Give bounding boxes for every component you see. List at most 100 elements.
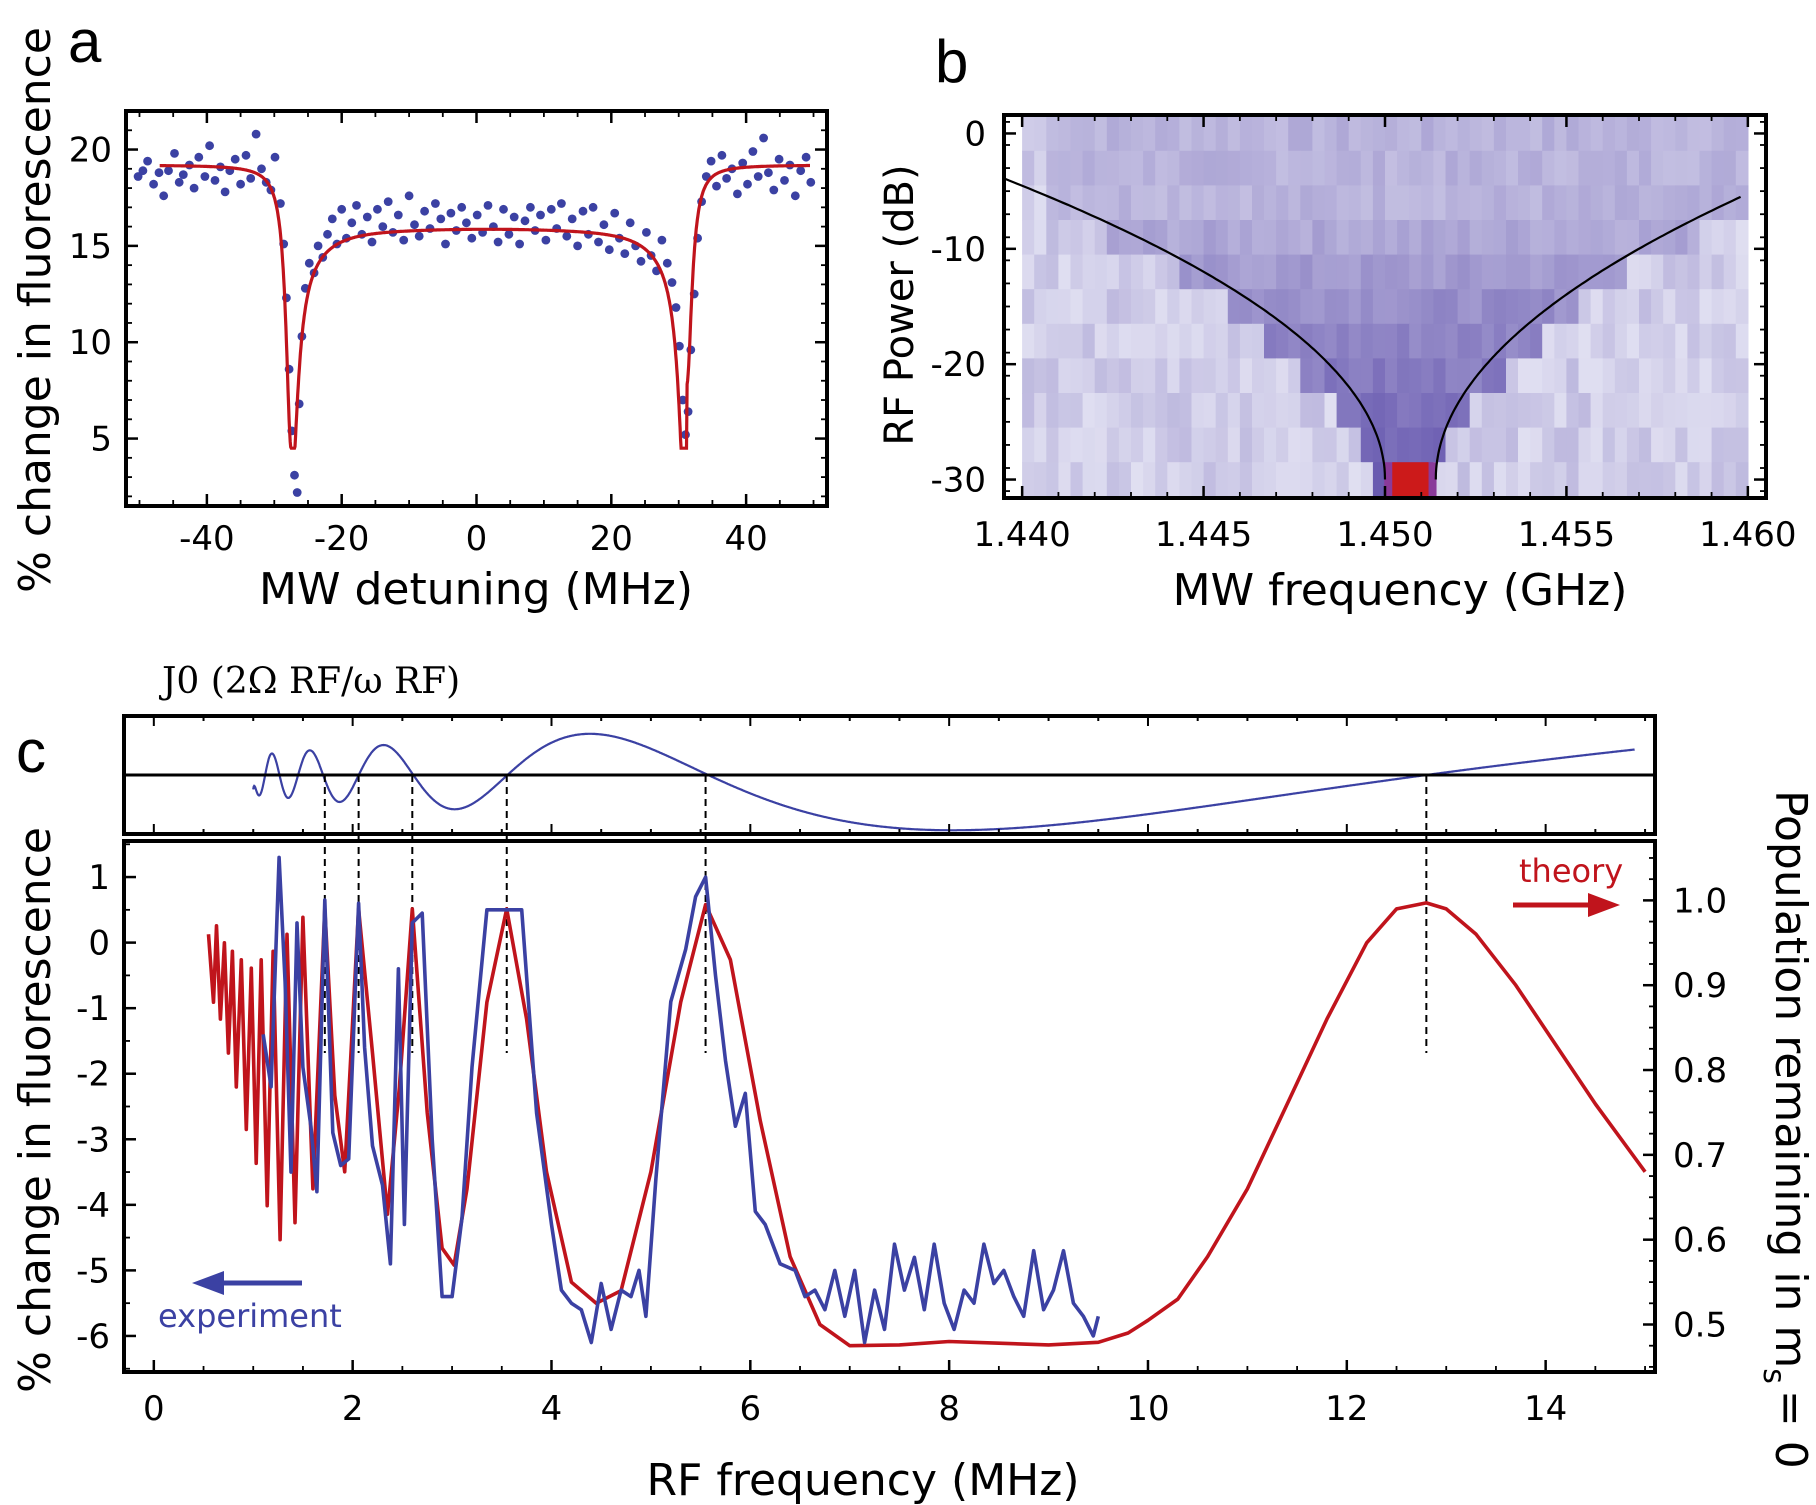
heatmap-cell	[1155, 462, 1168, 498]
heatmap-cell	[1360, 150, 1374, 186]
heatmap-cell	[1179, 116, 1193, 152]
heatmap-cell	[1082, 220, 1096, 256]
heatmap-cell	[1070, 289, 1084, 325]
heatmap-cell	[1022, 358, 1035, 394]
heatmap-cell	[1264, 462, 1277, 498]
heatmap-cell	[1723, 358, 1737, 394]
scatter-point	[149, 179, 159, 189]
heatmap-cell	[1530, 185, 1543, 221]
heatmap-cell	[1336, 254, 1350, 290]
x-tick-label: 14	[1524, 1389, 1567, 1429]
heatmap-cell	[1578, 116, 1592, 152]
heatmap-cell	[1518, 150, 1531, 186]
scatter-point	[159, 191, 169, 201]
heatmap-cell	[1675, 289, 1688, 325]
heatmap-cell	[1372, 185, 1386, 221]
scatter-point	[178, 170, 188, 180]
heatmap-cell	[1215, 116, 1229, 152]
heatmap-cell	[1554, 150, 1567, 186]
y-tick-label: 5	[90, 420, 112, 460]
heatmap-cell	[1288, 427, 1301, 463]
heatmap-cell	[1336, 427, 1350, 463]
heatmap-cell	[1372, 116, 1386, 152]
heatmap-cell	[1022, 323, 1035, 359]
heatmap-cell	[1445, 462, 1459, 498]
heatmap-cell	[1639, 462, 1652, 498]
heatmap-cell	[1312, 220, 1326, 256]
heatmap-cell	[1614, 116, 1628, 152]
heatmap-cell	[1711, 254, 1725, 290]
heatmap-cell	[1723, 393, 1737, 429]
scatter-point	[431, 199, 440, 208]
y-tick-label: -4	[76, 1186, 110, 1226]
heatmap-cell	[1082, 427, 1096, 463]
scatter-point	[404, 191, 414, 201]
heatmap-cell	[1493, 289, 1507, 325]
heatmap-cell	[1445, 116, 1459, 152]
heatmap-cell	[1687, 393, 1701, 429]
heatmap-cell	[1372, 289, 1386, 325]
heatmap-cell	[1602, 254, 1616, 290]
heatmap-cell	[1324, 116, 1338, 152]
heatmap-cell	[1239, 116, 1253, 152]
heatmap-cell	[1675, 323, 1688, 359]
heatmap-cell	[1324, 323, 1338, 359]
heatmap-cell	[1651, 289, 1664, 325]
scatter-point	[383, 197, 393, 207]
heatmap-cell	[1324, 358, 1338, 394]
heatmap-cell	[1264, 185, 1277, 221]
heatmap-cell	[1735, 254, 1749, 290]
y-tick-label: 10	[69, 323, 112, 363]
heatmap-cell	[1409, 427, 1422, 463]
heatmap-cell	[1276, 220, 1289, 256]
heatmap-cell	[1239, 462, 1253, 498]
heatmap-cell	[1639, 150, 1652, 186]
heatmap-cell	[1590, 289, 1604, 325]
heatmap-cell	[1639, 116, 1652, 152]
heatmap-cell	[1469, 185, 1483, 221]
heatmap-cell	[1433, 393, 1447, 429]
heatmap-cell	[1143, 220, 1156, 256]
bessel-ticks	[152, 716, 1647, 834]
heatmap-cell	[1312, 116, 1326, 152]
heatmap-cell	[1215, 185, 1229, 221]
heatmap-cell	[1518, 427, 1531, 463]
scatter-point	[675, 341, 684, 351]
heatmap-cell	[1348, 323, 1362, 359]
heatmap-cell	[1457, 323, 1471, 359]
scatter-point	[270, 152, 280, 162]
heatmap-cell	[1143, 150, 1156, 186]
heatmap-cell	[1699, 150, 1713, 186]
scatter-point	[170, 149, 179, 158]
y-right-tick-label: 1.0	[1673, 881, 1727, 921]
heatmap-cell	[1022, 393, 1035, 429]
heatmap-cell	[1663, 393, 1676, 429]
heatmap-cell	[1735, 185, 1749, 221]
heatmap-cell	[1397, 427, 1410, 463]
heatmap-cell	[1118, 427, 1132, 463]
x-tick-label: 4	[541, 1389, 563, 1429]
heatmap-cell	[1566, 185, 1580, 221]
scatter-point	[753, 172, 763, 181]
panel-c-xlabel: RF frequency (MHz)	[646, 1455, 1079, 1505]
heatmap-cell	[1530, 150, 1543, 186]
heatmap-cell	[1554, 254, 1567, 290]
heatmap-cell	[1070, 254, 1084, 290]
x-tick-label: 0	[466, 519, 488, 559]
heatmap-cell	[1276, 254, 1289, 290]
heatmap-cell	[1094, 393, 1108, 429]
heatmap-cell	[1675, 427, 1688, 463]
heatmap-cell	[1723, 150, 1737, 186]
heatmap-cell	[1481, 254, 1495, 290]
heatmap-cell	[1300, 254, 1313, 290]
heatmap-cell	[1131, 358, 1144, 394]
heatmap-cell	[1421, 150, 1434, 186]
panel-a-ylabel: % change in fluorescence	[10, 27, 61, 593]
y-tick-label: -2	[76, 1055, 110, 1095]
heatmap-cell	[1566, 323, 1580, 359]
heatmap-cell	[1155, 393, 1168, 429]
heatmap-cell	[1639, 358, 1652, 394]
heatmap-cell	[1614, 393, 1628, 429]
heatmap-cell	[1506, 116, 1519, 152]
heatmap-cell	[1626, 358, 1640, 394]
